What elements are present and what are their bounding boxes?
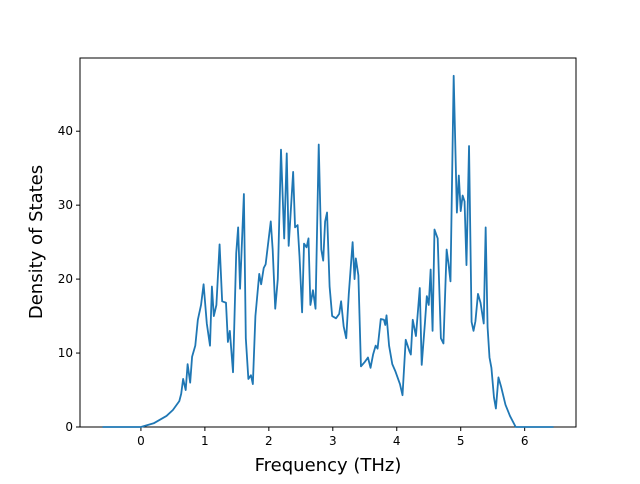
y-tick-label: 0 [65,420,73,434]
x-tick-label: 0 [137,434,145,448]
line [102,74,554,428]
y-axis-label: Density of States [26,165,47,319]
axes-frame [79,57,577,428]
x-axis-label: Frequency (THz) [255,455,402,476]
y-tick-label: 10 [58,346,73,360]
x-tick-label: 1 [201,434,209,448]
x-tick-label: 3 [329,434,337,448]
x-tick-label: 5 [457,434,465,448]
y-tick-label: 30 [58,198,73,212]
x-tick-label: 4 [393,434,401,448]
x-tick-label: 6 [521,434,529,448]
y-tick-label: 40 [58,124,73,138]
y-tick-label: 20 [58,272,73,286]
x-tick-label: 2 [265,434,273,448]
